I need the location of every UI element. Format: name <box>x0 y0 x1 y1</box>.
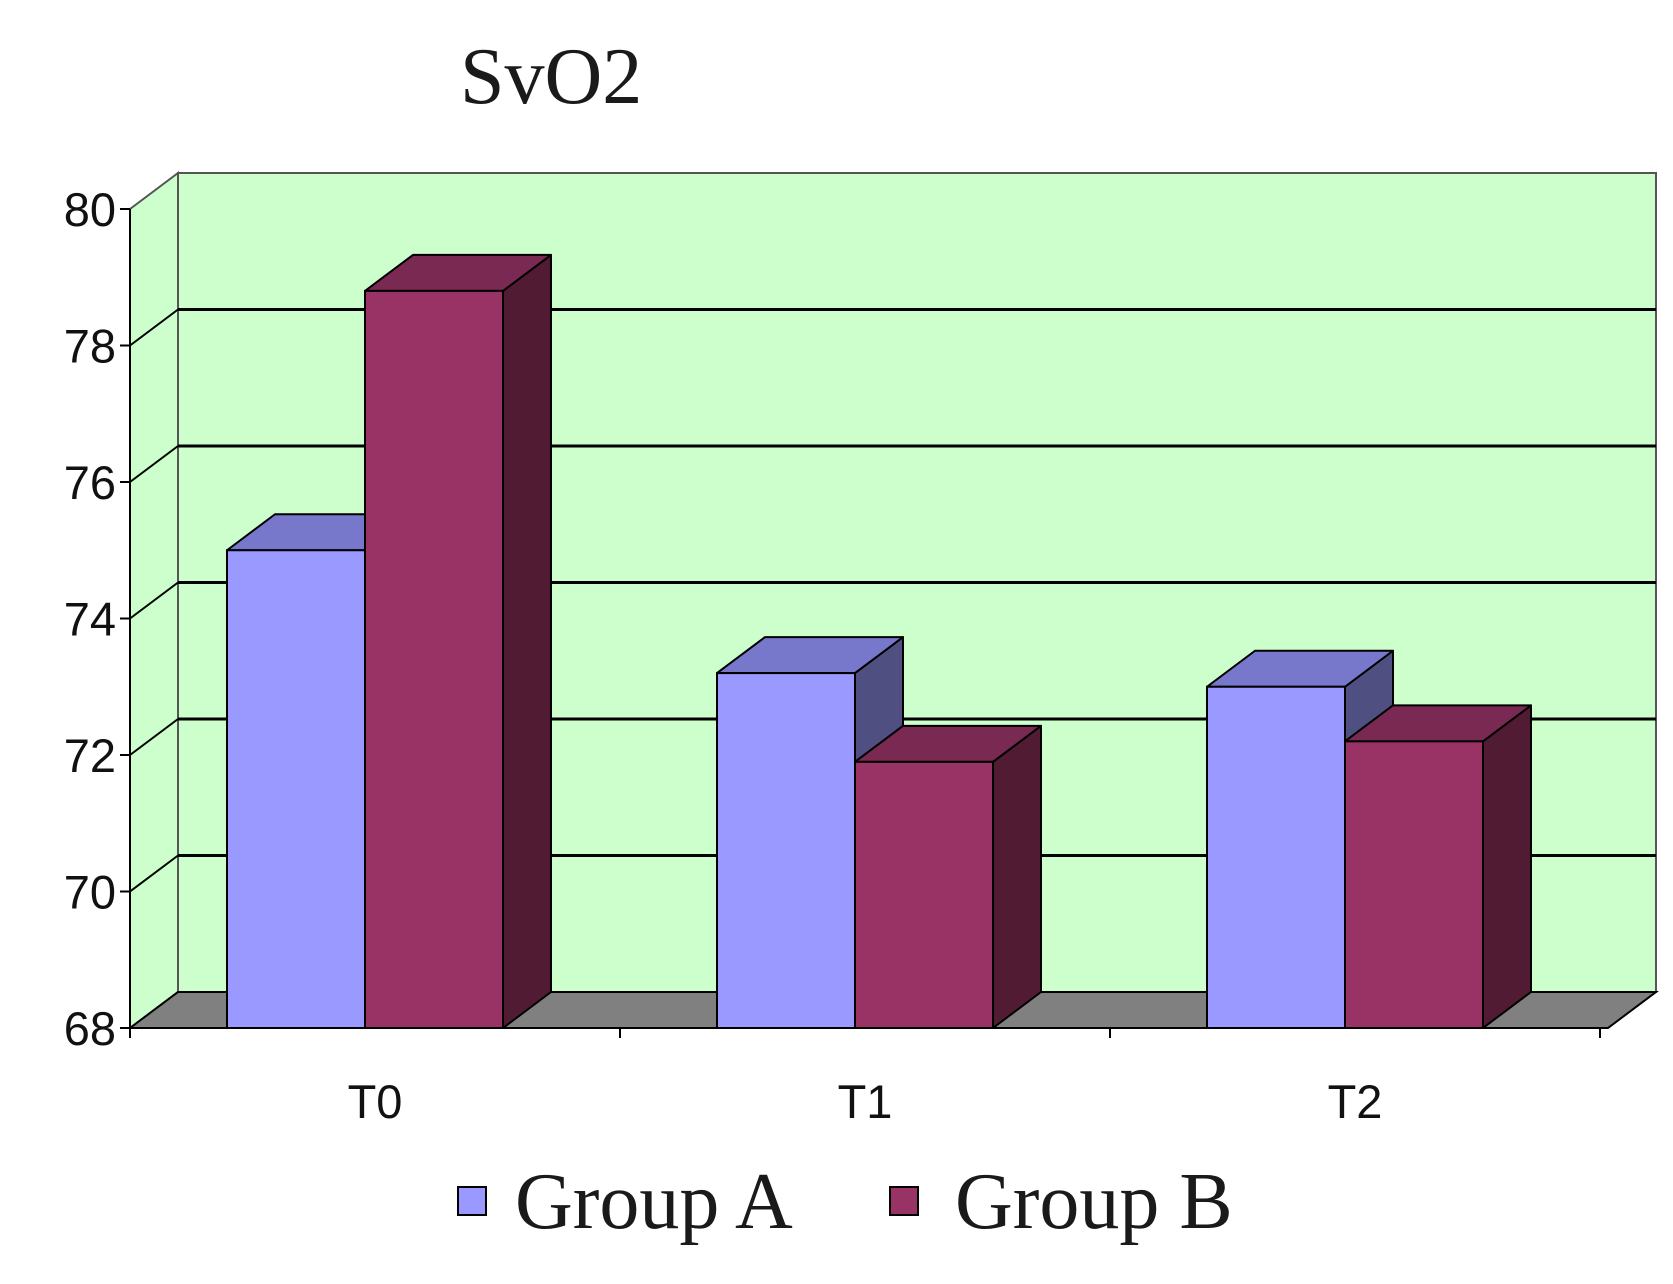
bar-group-b-t0 <box>364 289 504 1029</box>
legend: Group A Group B <box>457 1158 1233 1246</box>
legend-label-group-a: Group A <box>515 1158 793 1246</box>
gridline-side-78 <box>129 308 179 347</box>
x-tick-label-t0: T0 <box>348 1075 403 1128</box>
bar-group-a-t2 <box>1206 685 1346 1029</box>
y-tick-label-70: 70 <box>64 866 116 919</box>
bar-group-b-t2 <box>1344 740 1484 1029</box>
y-tick-label-78: 78 <box>64 320 116 373</box>
x-tick-label-t1: T1 <box>838 1075 893 1128</box>
legend-swatch-group-b <box>889 1186 919 1216</box>
gridline-side-72 <box>129 718 179 756</box>
y-tick-label-80: 80 <box>64 183 116 236</box>
plot-area: 68 70 72 74 76 78 80 T0 T1 T2 <box>64 171 1659 1128</box>
y-tick-label-76: 76 <box>64 456 116 509</box>
y-tick-label-74: 74 <box>64 593 116 646</box>
legend-swatch-group-a <box>457 1186 487 1216</box>
gridline-side-76 <box>129 445 179 483</box>
bar-group-b-t1 <box>854 760 994 1029</box>
y-tick-label-72: 72 <box>64 729 116 782</box>
y-tick-label-68: 68 <box>64 1002 116 1055</box>
chart-title: SvO2 <box>460 33 642 121</box>
bar-group-b-t2-side <box>1482 704 1532 1029</box>
bar-group-a-t1 <box>716 672 856 1029</box>
bar-group-a-t0 <box>226 549 366 1029</box>
bar-group-b-t0-side <box>502 253 552 1029</box>
bar-group-b-t1-side <box>992 724 1042 1029</box>
gridline-side-74 <box>129 581 179 620</box>
x-tick-label-t2: T2 <box>1328 1075 1383 1128</box>
legend-label-group-b: Group B <box>955 1158 1233 1246</box>
gridline-side-70 <box>129 854 179 893</box>
